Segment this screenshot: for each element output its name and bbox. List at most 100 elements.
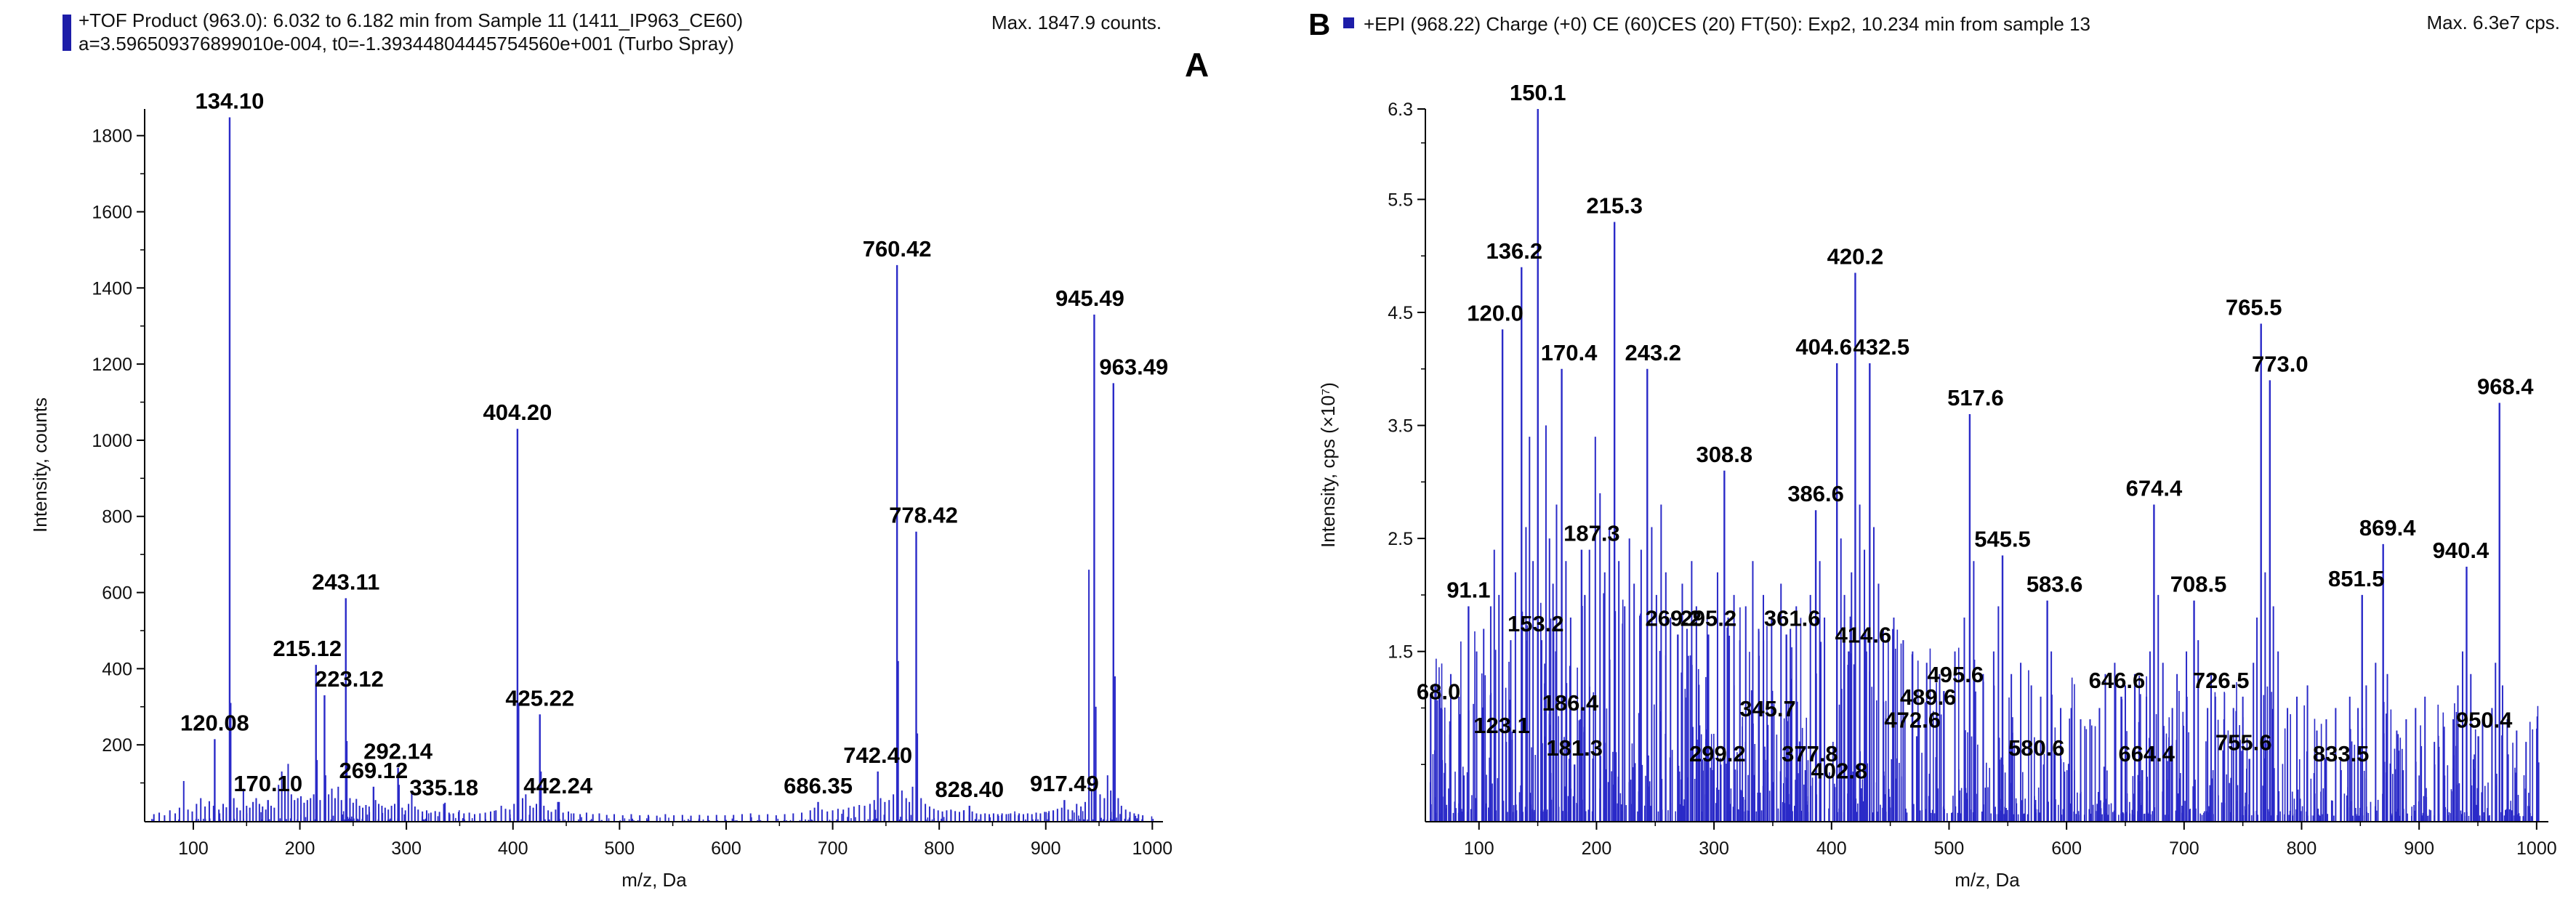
peak-label: 223.12 — [315, 666, 384, 692]
x-tick-label: 300 — [391, 838, 422, 859]
peak-label: 420.2 — [1827, 244, 1884, 270]
peak-label: 755.6 — [2215, 729, 2272, 755]
x-tick-label: 800 — [2287, 838, 2317, 859]
peak-label: 404.20 — [483, 400, 552, 425]
y-tick-label: 800 — [102, 507, 132, 527]
peak-label: 335.18 — [409, 774, 478, 800]
peak-label: 765.5 — [2226, 295, 2282, 320]
peak-label: 869.4 — [2359, 515, 2416, 541]
peak-label: 345.7 — [1739, 696, 1796, 721]
x-tick-label: 700 — [818, 838, 848, 859]
peak-label: 950.4 — [2456, 707, 2513, 732]
peak-label: 726.5 — [2193, 668, 2250, 693]
peak-label: 963.49 — [1099, 354, 1168, 379]
peak-label: 402.8 — [1811, 758, 1868, 783]
y-tick-label: 1200 — [92, 355, 132, 375]
x-tick-label: 200 — [1582, 838, 1612, 859]
peak-label: 243.2 — [1625, 340, 1681, 365]
x-tick-label: 500 — [1934, 838, 1965, 859]
x-tick-label: 600 — [711, 838, 741, 859]
x-tick-label: 1000 — [2516, 838, 2557, 859]
peak-label: 120.08 — [180, 710, 249, 735]
peak-label: 404.6 — [1795, 334, 1852, 360]
y-tick-label: 1000 — [92, 431, 132, 451]
x-tick-label: 300 — [1699, 838, 1729, 859]
x-tick-label: 1000 — [1132, 838, 1173, 859]
x-axis-title: m/z, Da — [1955, 869, 2020, 891]
peak-label: 425.22 — [505, 685, 574, 711]
peak-label: 243.11 — [312, 569, 379, 594]
peak-label: 269.12 — [339, 758, 408, 783]
y-tick-label: 1800 — [92, 126, 132, 147]
y-axis-title: Intensity, counts — [29, 397, 51, 533]
peak-label: 299.2 — [1689, 741, 1746, 766]
x-tick-label: 900 — [1031, 838, 1061, 859]
peak-label: 945.49 — [1055, 286, 1124, 311]
peak-label: 269.2 — [1646, 605, 1702, 631]
panel-a-spectrum-chart: 100 200 300 400 500 600 700 800 900 1000 200 400 600… — [29, 89, 1173, 891]
peak-label: 708.5 — [2170, 572, 2227, 597]
peak-label: 940.4 — [2433, 538, 2490, 563]
peak-label: 686.35 — [784, 773, 853, 798]
peak-label: 646.6 — [2089, 668, 2146, 693]
peak-label: 181.3 — [1546, 735, 1603, 761]
x-tick-label: 100 — [178, 838, 209, 859]
spectrum-panel-a: +TOF Product (963.0): 6.032 to 6.182 min… — [29, 9, 1209, 891]
peak-label: 917.49 — [1030, 771, 1099, 796]
peak-label: 120.0 — [1467, 300, 1524, 325]
panel-a-max-label: Max. 1847.9 counts. — [991, 12, 1162, 33]
y-tick-label: 600 — [102, 583, 132, 604]
x-tick-label: 200 — [285, 838, 315, 859]
peak-label: 150.1 — [1510, 80, 1566, 105]
panel-a-title-line1: +TOF Product (963.0): 6.032 to 6.182 min… — [79, 9, 744, 31]
peak-label: 170.10 — [233, 771, 302, 796]
y-tick-label: 5.5 — [1388, 190, 1413, 210]
x-tick-label: 100 — [1464, 838, 1494, 859]
panel-a-header: +TOF Product (963.0): 6.032 to 6.182 min… — [79, 9, 743, 55]
peak-label: 472.6 — [1884, 707, 1941, 732]
peak-label: 583.6 — [2026, 572, 2083, 597]
panel-b-spectrum-chart: 100 200 300 400 500 600 700 800 900 1000 1.5 2.5 3.5… — [1317, 80, 2557, 891]
x-tick-label: 800 — [924, 838, 954, 859]
peak-label: 136.2 — [1486, 238, 1542, 264]
peak-label: 68.0 — [1417, 679, 1460, 704]
peak-label: 292.14 — [363, 739, 433, 764]
peak-label: 828.40 — [935, 777, 1004, 802]
peak-label: 442.24 — [523, 773, 593, 798]
panel-b-max-label: Max. 6.3e7 cps. — [2426, 12, 2560, 33]
peak-label: 134.10 — [196, 89, 265, 114]
x-tick-label: 900 — [2404, 838, 2434, 859]
panel-a-title-line2: a=3.596509376899010e-004, t0=-1.39344804… — [79, 33, 734, 54]
peak-label: 414.6 — [1835, 623, 1892, 648]
y-axis-title: Intensity, cps (×10⁷) — [1317, 382, 1339, 548]
peak-label: 517.6 — [1947, 385, 2004, 410]
peak-label: 580.6 — [2008, 735, 2065, 761]
peak-label: 377.8 — [1782, 741, 1838, 766]
peak-label: 215.12 — [273, 636, 342, 661]
peak-label: 386.6 — [1787, 481, 1844, 506]
x-tick-label: 600 — [2051, 838, 2082, 859]
peak-label: 361.6 — [1764, 605, 1821, 631]
peak-label: 170.4 — [1541, 340, 1598, 365]
peak-label: 489.6 — [1900, 684, 1957, 710]
x-tick-label: 500 — [604, 838, 635, 859]
peak-label: 968.4 — [2477, 373, 2534, 399]
y-tick-label: 1400 — [92, 278, 132, 299]
peak-label: 778.42 — [889, 503, 958, 528]
x-tick-label: 400 — [498, 838, 528, 859]
series-marker-icon-b — [1343, 17, 1354, 28]
peak-label: 295.2 — [1681, 605, 1737, 631]
peak-label: 760.42 — [863, 236, 932, 262]
y-tick-label: 4.5 — [1388, 303, 1413, 323]
peak-label: 215.3 — [1586, 193, 1643, 219]
peak-label: 495.6 — [1928, 662, 1984, 687]
peak-label: 91.1 — [1446, 577, 1490, 602]
series-marker-icon-a — [63, 15, 71, 51]
x-tick-label: 700 — [2169, 838, 2199, 859]
spectrum-panel-b: B +EPI (968.22) Charge (+0) CE (60)CES (… — [1288, 0, 2576, 898]
x-tick-label: 400 — [1816, 838, 1847, 859]
y-tick-label: 6.3 — [1388, 100, 1413, 120]
y-tick-label: 2.5 — [1388, 529, 1413, 549]
y-tick-label: 3.5 — [1388, 416, 1413, 437]
